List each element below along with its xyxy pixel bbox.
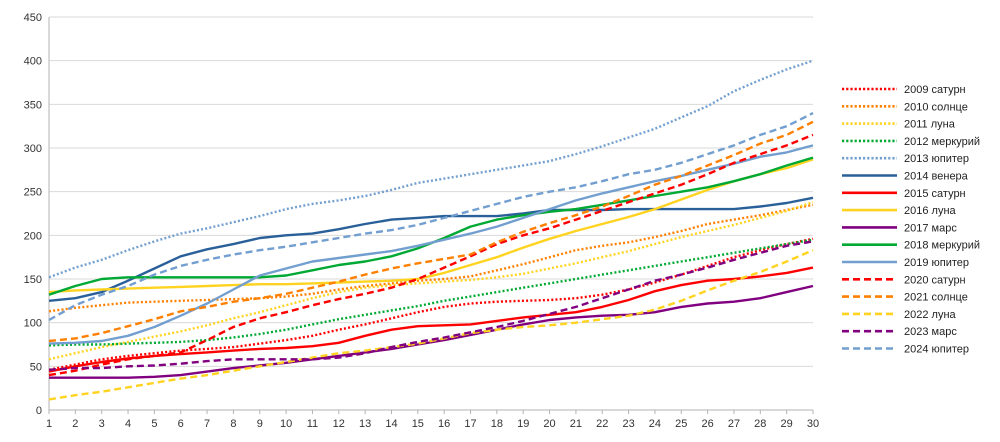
series-line-3 — [48, 238, 814, 347]
legend-label: 2015 сатурн — [904, 188, 966, 200]
series-line-0 — [48, 237, 814, 371]
series-line-11 — [48, 133, 814, 377]
legend-label: 2020 сатурн — [904, 274, 966, 286]
x-tick-label: 13 — [359, 418, 371, 430]
legend-label: 2018 меркурий — [904, 240, 980, 252]
series-line-8 — [49, 284, 814, 379]
x-tick-label: 18 — [491, 418, 503, 430]
series-line-1 — [48, 203, 814, 313]
x-tick-label: 6 — [178, 418, 184, 430]
y-tick-label: 250 — [24, 187, 42, 199]
series-line-10 — [48, 144, 814, 345]
y-tick-label: 300 — [24, 143, 42, 155]
y-tick-label: 0 — [36, 405, 42, 417]
x-tick-label: 24 — [649, 418, 661, 430]
legend-label: 2023 марс — [904, 326, 957, 338]
x-tick-label: 21 — [570, 418, 582, 430]
legend: 2009 сатурн 2010 солнце 2011 луна 2012 мерк… — [842, 84, 980, 356]
legend-label: 2009 сатурн — [904, 84, 966, 96]
y-tick-label: 450 — [24, 12, 42, 24]
x-tick-label: 26 — [701, 418, 713, 430]
legend-label: 2021 солнце — [904, 292, 968, 304]
x-axis-ticks: 1 2 3 4 5 6 7 8 9 10 11 12 13 14 15 16 17 18 19 20 21 22 23 24 2… — [46, 410, 819, 430]
x-tick-label: 11 — [307, 418, 318, 430]
legend-label: 2010 солнце — [904, 101, 968, 113]
x-tick-label: 28 — [754, 418, 766, 430]
x-tick-label: 17 — [464, 418, 476, 430]
series-line-5 — [48, 196, 814, 302]
x-tick-label: 5 — [151, 418, 157, 430]
x-tick-label: 15 — [412, 418, 424, 430]
series-line-12 — [48, 120, 814, 343]
gridlines — [49, 16, 813, 367]
x-tick-label: 12 — [333, 418, 345, 430]
x-tick-label: 10 — [280, 418, 292, 430]
legend-label: 2014 венера — [904, 171, 969, 183]
x-tick-label: 2 — [72, 418, 78, 430]
legend-label: 2012 меркурий — [904, 136, 980, 148]
series-line-15 — [48, 112, 814, 322]
legend-label: 2013 юпитер — [904, 153, 969, 165]
x-tick-label: 19 — [517, 418, 529, 430]
x-tick-label: 30 — [807, 418, 819, 430]
y-tick-label: 50 — [30, 361, 42, 373]
legend-label: 2024 юпитер — [904, 344, 969, 356]
y-tick-label: 400 — [24, 56, 42, 68]
y-tick-label: 100 — [24, 318, 42, 330]
legend-label: 2011 луна — [904, 119, 956, 131]
series-lines — [48, 59, 814, 401]
legend-label: 2019 юпитер — [904, 257, 969, 269]
x-tick-label: 9 — [257, 418, 263, 430]
x-tick-label: 29 — [781, 418, 793, 430]
x-tick-label: 14 — [385, 418, 397, 430]
y-tick-label: 150 — [24, 274, 42, 286]
legend-label: 2022 луна — [904, 309, 957, 321]
x-tick-label: 3 — [99, 418, 105, 430]
series-line-7 — [48, 158, 814, 294]
y-tick-label: 350 — [24, 99, 42, 111]
series-line-13 — [48, 249, 814, 401]
x-tick-label: 27 — [728, 418, 740, 430]
x-tick-label: 16 — [438, 418, 450, 430]
x-tick-label: 20 — [543, 418, 555, 430]
x-tick-label: 22 — [596, 418, 608, 430]
legend-label: 2016 луна — [904, 205, 957, 217]
series-line-4 — [48, 59, 814, 279]
series-line-6 — [48, 266, 814, 373]
x-tick-label: 23 — [622, 418, 634, 430]
series-line-14 — [48, 240, 814, 371]
x-tick-label: 8 — [230, 418, 236, 430]
x-tick-label: 1 — [46, 418, 52, 430]
x-tick-label: 25 — [675, 418, 687, 430]
y-axis-ticks: 0 50 100 150 200 250 300 350 400 450 — [24, 12, 42, 417]
x-tick-label: 4 — [125, 418, 131, 430]
legend-label: 2017 марс — [904, 222, 957, 234]
y-tick-label: 200 — [24, 230, 42, 242]
x-tick-label: 7 — [204, 418, 210, 430]
axes — [48, 17, 813, 411]
